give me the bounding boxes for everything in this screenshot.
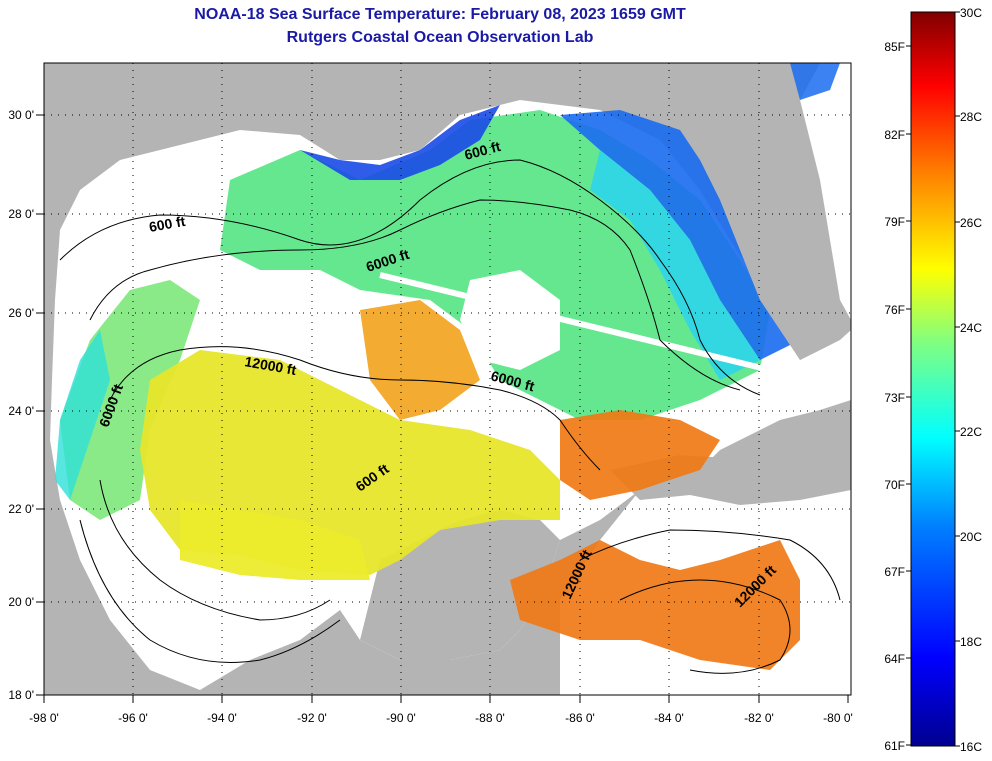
y-tick-label: 18 0': [8, 688, 34, 702]
colorbar-f-label: 70F: [884, 478, 905, 492]
colorbar-f-label: 61F: [884, 739, 905, 753]
x-tick-label: -88 0': [475, 711, 505, 725]
colorbar-c-label: 28C: [960, 110, 982, 124]
x-tick-label: -82 0': [744, 711, 774, 725]
colorbar-c-label: 26C: [960, 216, 982, 230]
colorbar-c-label: 16C: [960, 740, 982, 754]
colorbar-f-label: 85F: [884, 40, 905, 54]
map-subtitle: Rutgers Coastal Ocean Observation Lab: [286, 29, 594, 46]
x-tick-label: -86 0': [565, 711, 595, 725]
colorbar-f-label: 79F: [884, 215, 905, 229]
colorbar: [910, 11, 956, 747]
bathymetry-contours: [59, 159, 841, 674]
y-tick-label: 30 0': [8, 108, 34, 122]
x-tick-label: -94 0': [207, 711, 237, 725]
florida: [680, 63, 851, 360]
y-tick-label: 22 0': [8, 502, 34, 516]
x-tick-label: -80 0': [823, 711, 853, 725]
y-tick-label: 24 0': [8, 404, 34, 418]
x-tick-label: -98 0': [29, 711, 59, 725]
colorbar-ticks: [906, 11, 960, 747]
colorbar-c-label: 22C: [960, 425, 982, 439]
colorbar-f-label: 82F: [884, 128, 905, 142]
x-tick-label: -96 0': [118, 711, 148, 725]
sst-nw-cyan: [55, 330, 110, 500]
swath-gap: [379, 272, 771, 373]
colorbar-f-label: 67F: [884, 565, 905, 579]
colorbar-c-label: 20C: [960, 530, 982, 544]
x-tick-label: -92 0': [297, 711, 327, 725]
sst-south-yellow: [180, 500, 370, 580]
y-tick-label: 28 0': [8, 207, 34, 221]
colorbar-c-label: 24C: [960, 321, 982, 335]
colorbar-f-label: 76F: [884, 303, 905, 317]
sst-central-orange: [360, 300, 480, 420]
plot-area: [44, 63, 851, 695]
plot-frame: [43, 62, 852, 696]
y-tick-label: 26 0': [8, 306, 34, 320]
y-tick-label: 20 0': [8, 595, 34, 609]
x-tick-label: -84 0': [654, 711, 684, 725]
colorbar-c-label: 18C: [960, 635, 982, 649]
atlantic-water: [800, 63, 851, 320]
map-title: NOAA-18 Sea Surface Temperature: Februar…: [194, 6, 686, 23]
x-tick-label: -90 0': [386, 711, 416, 725]
sst-eddy-white: [460, 270, 560, 370]
axis-ticks: [36, 114, 849, 703]
sst-caribbean-orange: [510, 540, 800, 670]
atlantic-sst: [790, 63, 840, 100]
sst-yucatan-channel-orange: [560, 410, 720, 500]
sst-coast-blue: [300, 105, 500, 180]
contour-label: 600 ft: [148, 213, 187, 235]
sst-northeast-blue: [560, 110, 800, 360]
colorbar-f-label: 64F: [884, 652, 905, 666]
sst-ne-cyan: [590, 150, 760, 380]
colorbar-c-label: 30C: [960, 6, 982, 20]
grid-lines: [44, 63, 851, 695]
colorbar-f-label: 73F: [884, 391, 905, 405]
